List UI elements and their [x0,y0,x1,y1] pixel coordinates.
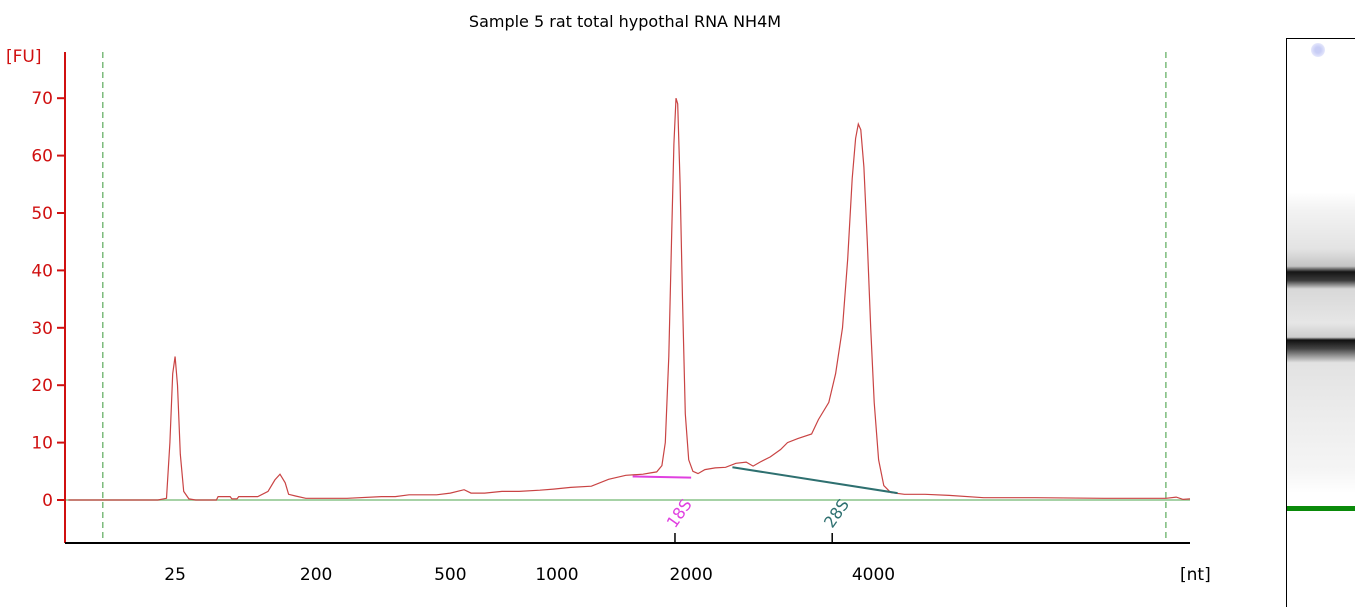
electropherogram-chart: Sample 5 rat total hypothal RNA NH4M 0 10… [6,12,1211,585]
trace-line [68,98,1191,501]
peak-annotations: 18S 28S [632,466,898,543]
peak-label: 28S [820,495,853,531]
gel-lane-image [1286,38,1355,607]
y-tick-label: 70 [31,89,53,109]
y-tick-label: 10 [31,434,53,454]
chart-title: Sample 5 rat total hypothal RNA NH4M [469,12,781,31]
lower-marker-band [1287,506,1355,511]
x-tick-label: 1000 [535,565,578,585]
x-tick-label: 500 [434,565,466,585]
x-tick-label: 25 [164,565,186,585]
plot-guides [65,52,1190,541]
lane-indicator-icon [1311,43,1325,57]
axes: 0 10 20 30 40 50 60 70 25 200 500 1000 2000 4000 [31,52,1190,585]
y-tick-label: 0 [42,491,53,511]
series-layer [68,98,1191,501]
x-tick-label: 2000 [670,565,713,585]
y-tick-label: 40 [31,261,53,281]
x-tick-label: 200 [300,565,332,585]
x-axis-label: [nt] [1180,565,1211,585]
y-tick-label: 60 [31,147,53,167]
peak-label: 18S [663,495,696,531]
y-tick-label: 30 [31,319,53,339]
y-tick-label: 20 [31,376,53,396]
y-tick-label: 50 [31,204,53,224]
x-tick-label: 4000 [852,565,895,585]
y-axis-label: [FU] [6,47,42,67]
peak-baseline [632,475,692,479]
peak-baseline [732,466,898,495]
